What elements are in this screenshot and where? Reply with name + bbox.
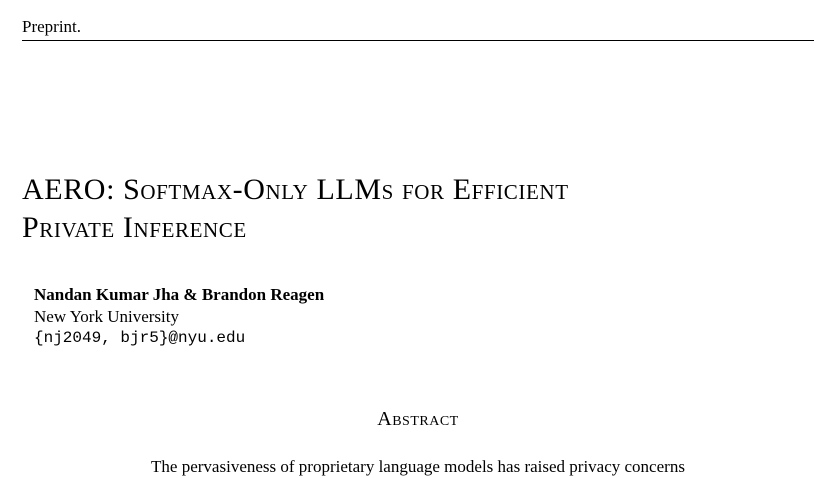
paper-title-line-2: Private Inference xyxy=(22,211,247,244)
author-names: Nandan Kumar Jha & Brandon Reagen xyxy=(34,285,325,304)
header-rule xyxy=(22,40,814,41)
abstract-text: The pervasiveness of proprietary languag… xyxy=(151,457,685,476)
paper-title-line-1: AERO: Softmax-Only LLMs for Efficient xyxy=(22,173,569,206)
running-header: Preprint. xyxy=(22,17,82,36)
author-affiliation: New York University xyxy=(34,307,179,326)
abstract-heading: Abstract xyxy=(377,408,459,430)
paper-title: AERO: Softmax-Only LLMs for Efficient Pr… xyxy=(22,171,569,247)
author-email: {nj2049, bjr5}@nyu.edu xyxy=(34,329,246,347)
